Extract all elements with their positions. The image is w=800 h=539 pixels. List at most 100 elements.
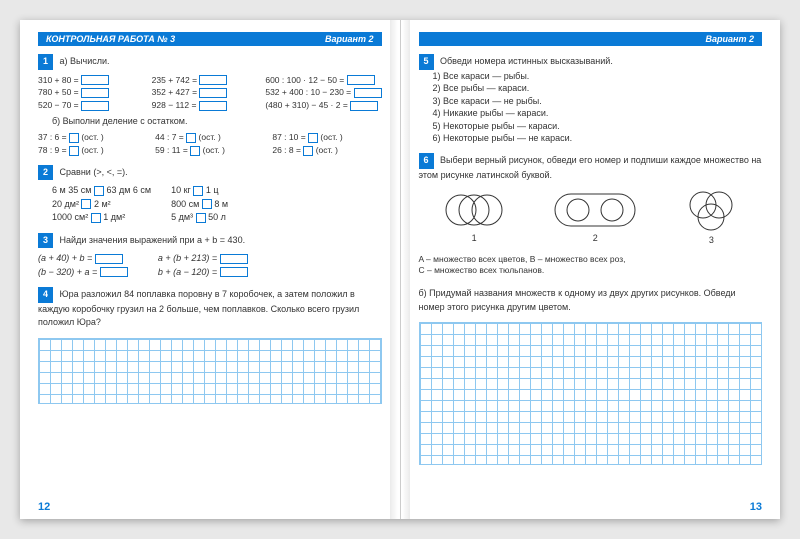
answer-box[interactable] <box>81 88 109 98</box>
page-number-left: 12 <box>38 501 50 513</box>
answer-box[interactable] <box>95 254 123 264</box>
header-variant: Вариант 2 <box>325 34 373 44</box>
diagram-label: 3 <box>681 234 741 248</box>
answer-box[interactable] <box>347 75 375 85</box>
val: 50 л <box>208 212 226 222</box>
val: 10 кг <box>171 185 191 195</box>
task-1b-label: б) Выполни деление с остатком. <box>52 115 382 129</box>
task-2: 2 Сравни (>, <, =). 6 м 35 см 63 дм 6 см… <box>38 165 382 225</box>
answer-box[interactable] <box>350 101 378 111</box>
ost: (ост. ) <box>316 145 338 155</box>
expr: 44 : 7 = <box>155 132 184 142</box>
answer-box[interactable] <box>190 146 200 156</box>
task-5-list: 1) Все караси — рыбы. 2) Все рыбы — кара… <box>419 70 763 146</box>
compare-box[interactable] <box>196 213 206 223</box>
diagram-label: 2 <box>550 232 640 246</box>
answer-box[interactable] <box>81 101 109 111</box>
stmt[interactable]: 3) Все караси — не рыбы. <box>433 95 763 108</box>
header-bar-left: КОНТРОЛЬНАЯ РАБОТА № 3 Вариант 2 <box>38 32 382 46</box>
answer-box[interactable] <box>199 88 227 98</box>
answer-box[interactable] <box>69 133 79 143</box>
val: 6 м 35 см <box>52 185 91 195</box>
val: 8 м <box>214 199 228 209</box>
answer-box[interactable] <box>220 267 248 277</box>
t2-right: 10 кг 1 ц 800 см 8 м 5 дм³ 50 л <box>171 184 228 225</box>
t3-left: (a + 40) + b = (b − 320) + a = <box>38 252 128 279</box>
task-6-num: 6 <box>419 153 434 169</box>
answer-box[interactable] <box>69 146 79 156</box>
diagram-3[interactable]: 3 <box>681 188 741 248</box>
page-left: КОНТРОЛЬНАЯ РАБОТА № 3 Вариант 2 1 а) Вы… <box>20 20 401 519</box>
answer-box[interactable] <box>303 146 313 156</box>
compare-box[interactable] <box>202 199 212 209</box>
task-2-label: Сравни (>, <, =). <box>60 167 128 177</box>
t1-col1: 310 + 80 = 780 + 50 = 520 − 70 = <box>38 74 144 112</box>
task-1-num: 1 <box>38 54 53 70</box>
expr: 37 : 6 = <box>38 132 67 142</box>
task-6: 6 Выбери верный рисунок, обведи его номе… <box>419 153 763 314</box>
task-5-label: Обведи номера истинных высказываний. <box>440 56 613 66</box>
expr: 532 + 400 : 10 − 230 = <box>265 87 351 97</box>
ost: (ост. ) <box>320 132 342 142</box>
expr: a + (b + 213) = <box>158 253 217 263</box>
diagram-label: 1 <box>439 232 509 246</box>
task-6b-text: б) Придумай названия множеств к одному и… <box>419 287 763 314</box>
answer-box[interactable] <box>199 101 227 111</box>
header-variant-right: Вариант 2 <box>706 34 754 44</box>
answer-box[interactable] <box>308 133 318 143</box>
answer-box[interactable] <box>220 254 248 264</box>
ost: (ост. ) <box>81 132 103 142</box>
compare-box[interactable] <box>81 199 91 209</box>
val: 63 дм 6 см <box>106 185 151 195</box>
diagram-1[interactable]: 1 <box>439 190 509 246</box>
task-4-num: 4 <box>38 287 53 303</box>
expr: 600 : 100 · 12 − 50 = <box>265 75 344 85</box>
compare-box[interactable] <box>91 213 101 223</box>
page-right: Вариант 2 5 Обведи номера истинных выска… <box>401 20 781 519</box>
val: 1000 см² <box>52 212 88 222</box>
task-1a-label: а) Вычисли. <box>60 56 110 66</box>
task-4-text: Юра разложил 84 поплавка поровну в 7 кор… <box>38 289 359 327</box>
stmt[interactable]: 5) Некоторые рыбы — караси. <box>433 120 763 133</box>
val: 2 м² <box>94 199 111 209</box>
task-2-num: 2 <box>38 165 53 181</box>
ost: (ост. ) <box>81 145 103 155</box>
expr: (480 + 310) − 45 · 2 = <box>265 100 347 110</box>
answer-grid-left[interactable] <box>38 338 382 404</box>
venn-diagrams: 1 2 3 <box>419 188 763 248</box>
answer-box[interactable] <box>81 75 109 85</box>
task-4: 4 Юра разложил 84 поплавка поровну в 7 к… <box>38 287 382 330</box>
answer-box[interactable] <box>354 88 382 98</box>
expr: 780 + 50 = <box>38 87 79 97</box>
t2-left: 6 м 35 см 63 дм 6 см 20 дм² 2 м² 1000 см… <box>52 184 151 225</box>
expr: 87 : 10 = <box>272 132 305 142</box>
expr: 26 : 8 = <box>272 145 301 155</box>
stmt[interactable]: 2) Все рыбы — караси. <box>433 82 763 95</box>
t1-col3: 600 : 100 · 12 − 50 = 532 + 400 : 10 − 2… <box>265 74 381 112</box>
val: 5 дм³ <box>171 212 193 222</box>
val: 1 ц <box>206 185 219 195</box>
task-5-num: 5 <box>419 54 434 70</box>
compare-box[interactable] <box>94 186 104 196</box>
stmt[interactable]: 1) Все караси — рыбы. <box>433 70 763 83</box>
task-3: 3 Найди значения выражений при a + b = 4… <box>38 233 382 280</box>
expr: 59 : 11 = <box>155 145 188 155</box>
expr: 520 − 70 = <box>38 100 79 110</box>
diagram-2[interactable]: 2 <box>550 190 640 246</box>
compare-box[interactable] <box>193 186 203 196</box>
ost: (ост. ) <box>203 145 225 155</box>
answer-grid-right[interactable] <box>419 322 763 465</box>
expr: b + (a − 120) = <box>158 267 217 277</box>
stmt[interactable]: 6) Некоторые рыбы — не караси. <box>433 132 763 145</box>
task-3-label: Найди значения выражений при a + b = 430… <box>60 235 246 245</box>
val: 800 см <box>171 199 199 209</box>
answer-box[interactable] <box>186 133 196 143</box>
task-3-num: 3 <box>38 233 53 249</box>
expr: 352 + 427 = <box>152 87 197 97</box>
answer-box[interactable] <box>199 75 227 85</box>
answer-box[interactable] <box>100 267 128 277</box>
stmt[interactable]: 4) Никакие рыбы — караси. <box>433 107 763 120</box>
header-title: КОНТРОЛЬНАЯ РАБОТА № 3 <box>46 34 175 44</box>
val: 20 дм² <box>52 199 79 209</box>
expr: 235 + 742 = <box>152 75 197 85</box>
